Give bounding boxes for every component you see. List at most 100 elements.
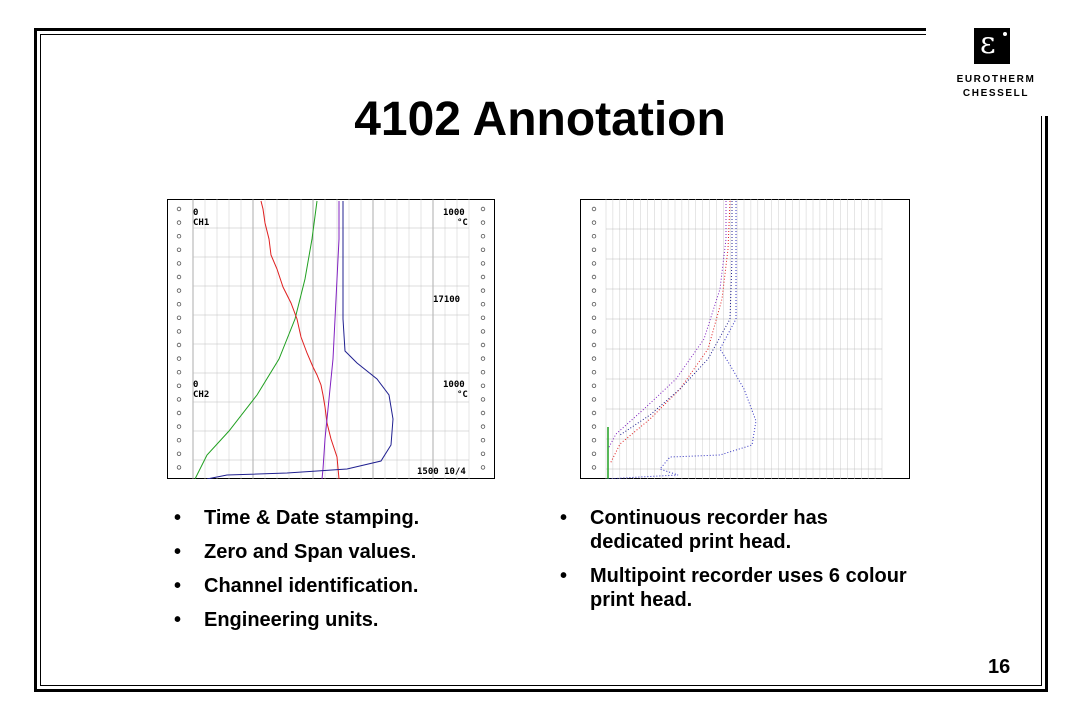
sprocket-holes — [591, 206, 597, 470]
sprocket-hole — [480, 397, 486, 402]
page-number: 16 — [988, 656, 1011, 678]
sprocket-hole — [480, 329, 486, 334]
sprocket-hole — [480, 342, 486, 348]
frame-outer-right — [1045, 116, 1048, 692]
sprocket-hole — [176, 329, 182, 334]
sprocket-hole — [591, 315, 597, 320]
eurotherm-chessell-logo: ε EUROTHERM CHESSELL — [948, 26, 1044, 106]
bullet-item: Channel identification. — [172, 574, 532, 598]
ch2-unit-label: °C — [457, 390, 468, 400]
ch1-zero-label: 0 — [193, 208, 198, 218]
ch2-zero-label: 0 — [193, 380, 198, 390]
sprocket-hole — [591, 451, 597, 456]
sprocket-hole — [591, 397, 597, 402]
frame-inner-bottom — [40, 685, 1042, 686]
sprocket-hole — [480, 234, 486, 239]
sprocket-hole — [480, 369, 486, 375]
chart-border — [580, 199, 910, 479]
sprocket-hole — [591, 247, 597, 252]
sprocket-hole — [176, 234, 182, 239]
sprocket-hole — [591, 261, 597, 266]
sprocket-hole — [591, 301, 597, 307]
sprocket-hole — [591, 274, 597, 280]
sprocket-hole — [480, 383, 486, 388]
chart-grid — [605, 199, 883, 479]
sprocket-hole — [480, 437, 486, 443]
sprocket-hole — [176, 315, 182, 320]
sprocket-hole — [591, 206, 597, 212]
sprocket-hole — [480, 424, 486, 429]
frame-inner-right — [1041, 116, 1042, 686]
frame-inner-left — [40, 34, 41, 686]
blue-trace — [206, 201, 394, 479]
sprocket-hole — [176, 342, 182, 348]
bullet-item: Continuous recorder has dedicated print … — [558, 506, 918, 554]
sprocket-hole — [176, 301, 182, 307]
sprocket-hole — [480, 220, 486, 225]
logo-line1: EUROTHERM — [956, 74, 1036, 85]
sprocket-hole — [176, 356, 182, 361]
sprocket-hole — [591, 234, 597, 239]
sprocket-hole — [591, 424, 597, 429]
sprocket-hole — [591, 369, 597, 375]
sprocket-hole — [480, 410, 486, 416]
sprocket-hole — [176, 437, 182, 443]
frame-outer-top — [34, 28, 926, 31]
left-bullet-list: Time & Date stamping. Zero and Span valu… — [172, 506, 532, 632]
sprocket-hole — [176, 451, 182, 456]
sprocket-hole — [591, 356, 597, 361]
chart-grid — [192, 199, 470, 479]
sprocket-hole — [176, 424, 182, 429]
frame-outer-left — [34, 28, 37, 692]
sprocket-hole — [480, 274, 486, 280]
frame-outer-bottom — [34, 689, 1048, 692]
sprocket-hole — [176, 383, 182, 388]
right-bullet-list: Continuous recorder has dedicated print … — [558, 506, 918, 612]
ch1-id-label: CH1 — [193, 218, 209, 228]
bullet-item: Time & Date stamping. — [172, 506, 532, 530]
sprocket-hole — [591, 383, 597, 388]
sprocket-hole — [480, 301, 486, 307]
ch1-span-label: 1000 — [443, 208, 465, 218]
sprocket-hole — [591, 342, 597, 348]
sprocket-hole — [176, 465, 182, 470]
logo-mark-icon: ε — [974, 27, 1010, 64]
purple-trace — [321, 201, 340, 479]
sprocket-hole — [480, 315, 486, 320]
sprocket-hole — [176, 369, 182, 375]
multipoint-recorder-chart — [580, 199, 910, 479]
sprocket-hole — [591, 437, 597, 443]
sprocket-hole — [480, 451, 486, 456]
sprocket-hole — [176, 397, 182, 402]
ch2-span-label: 1000 — [443, 380, 465, 390]
sprocket-hole — [480, 261, 486, 266]
chart-border — [167, 199, 495, 479]
sprocket-hole — [176, 288, 182, 293]
timestamp-label: 1500 10/4 — [417, 467, 466, 477]
ch1-unit-label: °C — [457, 218, 468, 228]
sprocket-hole — [591, 329, 597, 334]
dark-trace — [619, 201, 733, 436]
sprocket-hole — [176, 220, 182, 225]
sprocket-hole — [480, 288, 486, 293]
sprocket-hole — [480, 206, 486, 212]
sprocket-hole — [480, 356, 486, 361]
bullet-item: Engineering units. — [172, 608, 532, 632]
frame-inner-top — [40, 34, 926, 35]
sprocket-hole — [591, 410, 597, 416]
sprocket-hole — [591, 220, 597, 225]
sprocket-hole — [176, 206, 182, 212]
logo-line2: CHESSELL — [962, 88, 1030, 99]
continuous-recorder-chart: 0 CH1 1000 °C 17100 0 CH2 1000 °C 1500 1… — [167, 199, 495, 479]
sprocket-hole — [176, 247, 182, 252]
blue-trace — [607, 201, 757, 479]
red-trace — [609, 200, 731, 465]
sprocket-hole — [591, 465, 597, 470]
green-trace — [194, 200, 318, 479]
sprocket-hole — [480, 465, 486, 470]
ch2-id-label: CH2 — [193, 390, 209, 400]
purple-trace — [607, 201, 727, 450]
sprocket-hole — [480, 247, 486, 252]
bullet-item: Zero and Span values. — [172, 540, 532, 564]
bullet-item: Multipoint recorder uses 6 colour print … — [558, 564, 918, 612]
